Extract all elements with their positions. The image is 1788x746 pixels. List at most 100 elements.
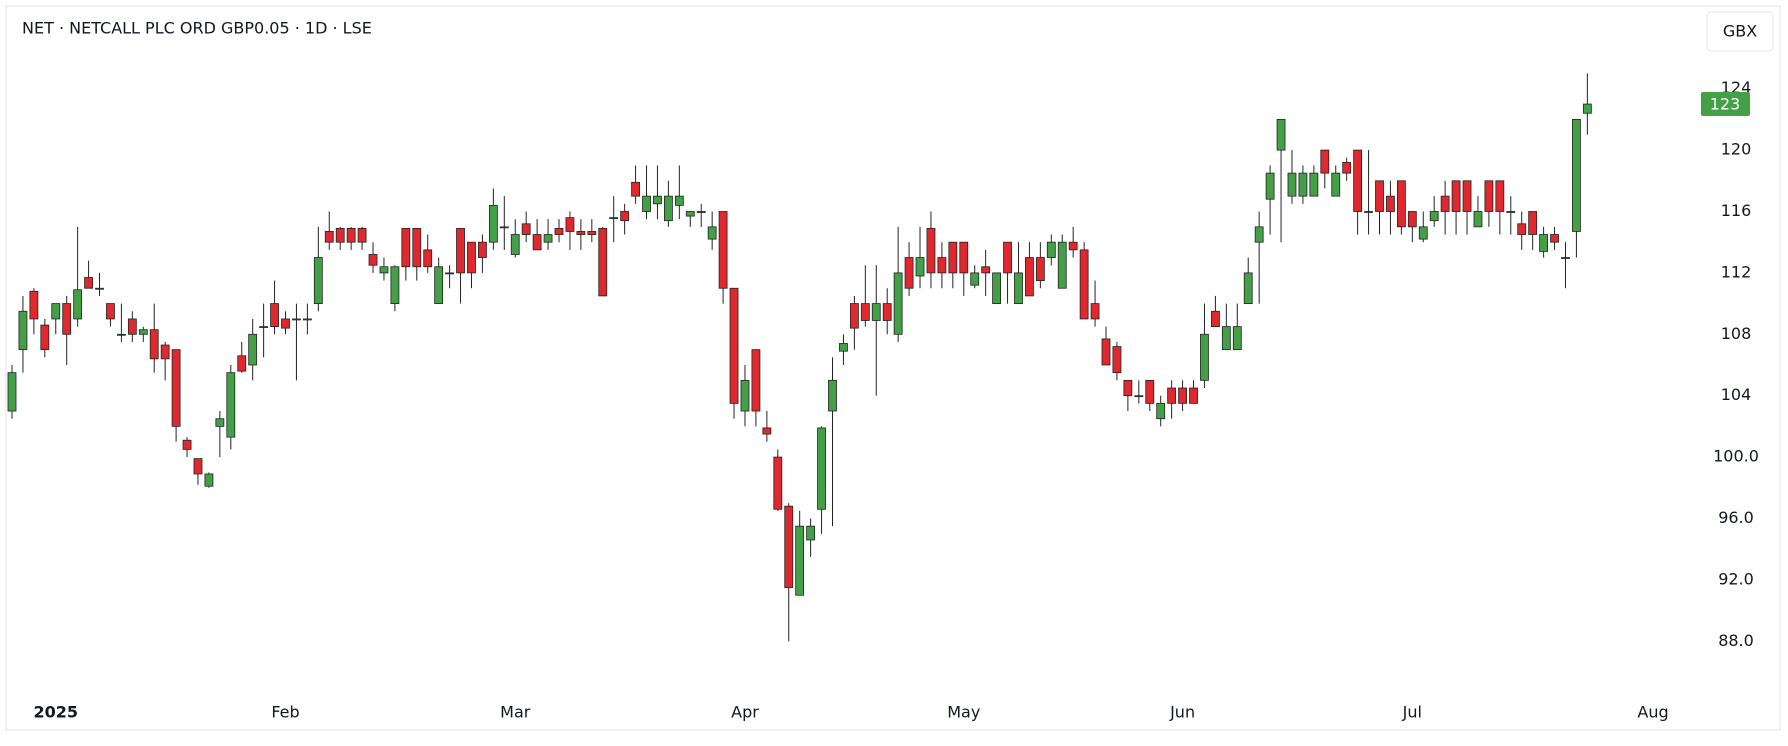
candle-body bbox=[335, 227, 345, 243]
candle-body bbox=[1429, 211, 1439, 222]
candle-body bbox=[926, 227, 936, 274]
candle-body bbox=[1123, 379, 1133, 397]
candle-body bbox=[849, 303, 859, 329]
x-tick-label: 2025 bbox=[33, 703, 78, 722]
candle-body bbox=[817, 427, 826, 510]
candle-body bbox=[1003, 241, 1012, 274]
y-tick-label: 104 bbox=[1721, 385, 1752, 404]
candle-body bbox=[1375, 180, 1384, 212]
candle-body bbox=[839, 343, 848, 352]
candle-body bbox=[904, 257, 914, 289]
candle-body bbox=[390, 266, 400, 304]
candle-body bbox=[860, 303, 870, 321]
candle-body bbox=[795, 525, 805, 596]
candle-body bbox=[149, 329, 159, 360]
candle-body bbox=[1145, 379, 1155, 404]
candle-body bbox=[685, 211, 695, 217]
candle-body bbox=[1353, 149, 1363, 212]
y-tick-label: 88.0 bbox=[1718, 631, 1754, 650]
candle-body bbox=[73, 289, 83, 320]
candle-body bbox=[1046, 241, 1056, 258]
candle-body bbox=[1331, 172, 1341, 197]
x-tick-label: Apr bbox=[731, 703, 759, 722]
candle-body bbox=[478, 241, 487, 258]
candle-body bbox=[543, 234, 553, 243]
candle-body bbox=[84, 277, 93, 289]
candle-body bbox=[1189, 387, 1198, 404]
candle-body bbox=[1211, 310, 1220, 328]
candle-body bbox=[992, 272, 1001, 304]
candle-body bbox=[642, 195, 651, 212]
candle-body bbox=[1101, 338, 1111, 366]
candle-body bbox=[1025, 257, 1034, 297]
candle-body bbox=[1265, 172, 1275, 200]
candle-body bbox=[1539, 234, 1548, 252]
candle-body bbox=[1484, 180, 1494, 212]
candle-body bbox=[193, 458, 203, 475]
candle-body bbox=[1112, 346, 1122, 374]
y-tick-label: 96.0 bbox=[1718, 508, 1754, 527]
y-tick-label: 112 bbox=[1721, 262, 1752, 281]
candle-body bbox=[1396, 180, 1406, 228]
candle-body bbox=[729, 287, 739, 404]
candle-body bbox=[1167, 387, 1177, 404]
candle-body bbox=[970, 272, 980, 286]
candle-body bbox=[554, 227, 564, 235]
candle-body bbox=[226, 372, 236, 438]
candle-body bbox=[1572, 118, 1581, 232]
candle-body bbox=[7, 372, 17, 412]
candle-body bbox=[1178, 387, 1187, 404]
candle-body bbox=[1200, 333, 1209, 381]
candle-body bbox=[1342, 161, 1352, 174]
candle-body bbox=[1407, 211, 1417, 228]
y-tick-label: 120 bbox=[1721, 140, 1752, 159]
candle-body bbox=[292, 318, 301, 321]
candle-body bbox=[871, 303, 881, 321]
candle-body bbox=[456, 227, 465, 274]
currency-button[interactable] bbox=[1706, 11, 1774, 52]
y-tick-label: 92.0 bbox=[1718, 569, 1754, 588]
candle-body bbox=[434, 266, 444, 304]
candle-body bbox=[368, 254, 378, 266]
candle-body bbox=[1276, 118, 1286, 151]
candle-body bbox=[357, 227, 367, 243]
candle-body bbox=[1582, 103, 1592, 114]
candle-body bbox=[948, 241, 958, 274]
candle-body bbox=[1057, 241, 1067, 289]
candle-body bbox=[182, 439, 192, 450]
candle-body bbox=[510, 234, 520, 255]
candle-body bbox=[784, 505, 794, 588]
candle-body bbox=[915, 257, 925, 277]
candle-body bbox=[1473, 211, 1483, 228]
candle-body bbox=[401, 227, 411, 268]
candle-body bbox=[1462, 180, 1472, 212]
candle-body bbox=[565, 217, 575, 232]
candle-body bbox=[237, 355, 247, 372]
candle-body bbox=[412, 227, 422, 268]
candle-body bbox=[620, 211, 630, 222]
candle-body bbox=[1090, 303, 1100, 320]
candle-body bbox=[1079, 249, 1089, 320]
candle-body bbox=[1320, 149, 1330, 174]
candle-body bbox=[707, 226, 717, 240]
candle-body bbox=[1134, 395, 1144, 398]
candle-body bbox=[751, 349, 761, 412]
price-tag-label: 123 bbox=[1710, 95, 1741, 114]
candle-body bbox=[806, 525, 816, 541]
candle-body bbox=[1364, 211, 1373, 213]
chart-frame bbox=[5, 5, 1781, 731]
candle-body bbox=[1386, 195, 1395, 212]
candle-body bbox=[1418, 226, 1428, 240]
x-tick-label: Mar bbox=[500, 703, 531, 722]
candle-body bbox=[1451, 180, 1461, 212]
candle-body bbox=[106, 303, 115, 320]
candle-body bbox=[40, 324, 50, 351]
x-tick-label: May bbox=[947, 703, 980, 722]
candle-body bbox=[1243, 272, 1253, 304]
candle-body bbox=[773, 456, 783, 510]
candle-body bbox=[609, 217, 619, 220]
candle-body bbox=[718, 211, 728, 289]
candle-body bbox=[138, 329, 148, 335]
x-tick-label: Feb bbox=[271, 703, 299, 722]
currency-label: GBX bbox=[1723, 22, 1757, 41]
